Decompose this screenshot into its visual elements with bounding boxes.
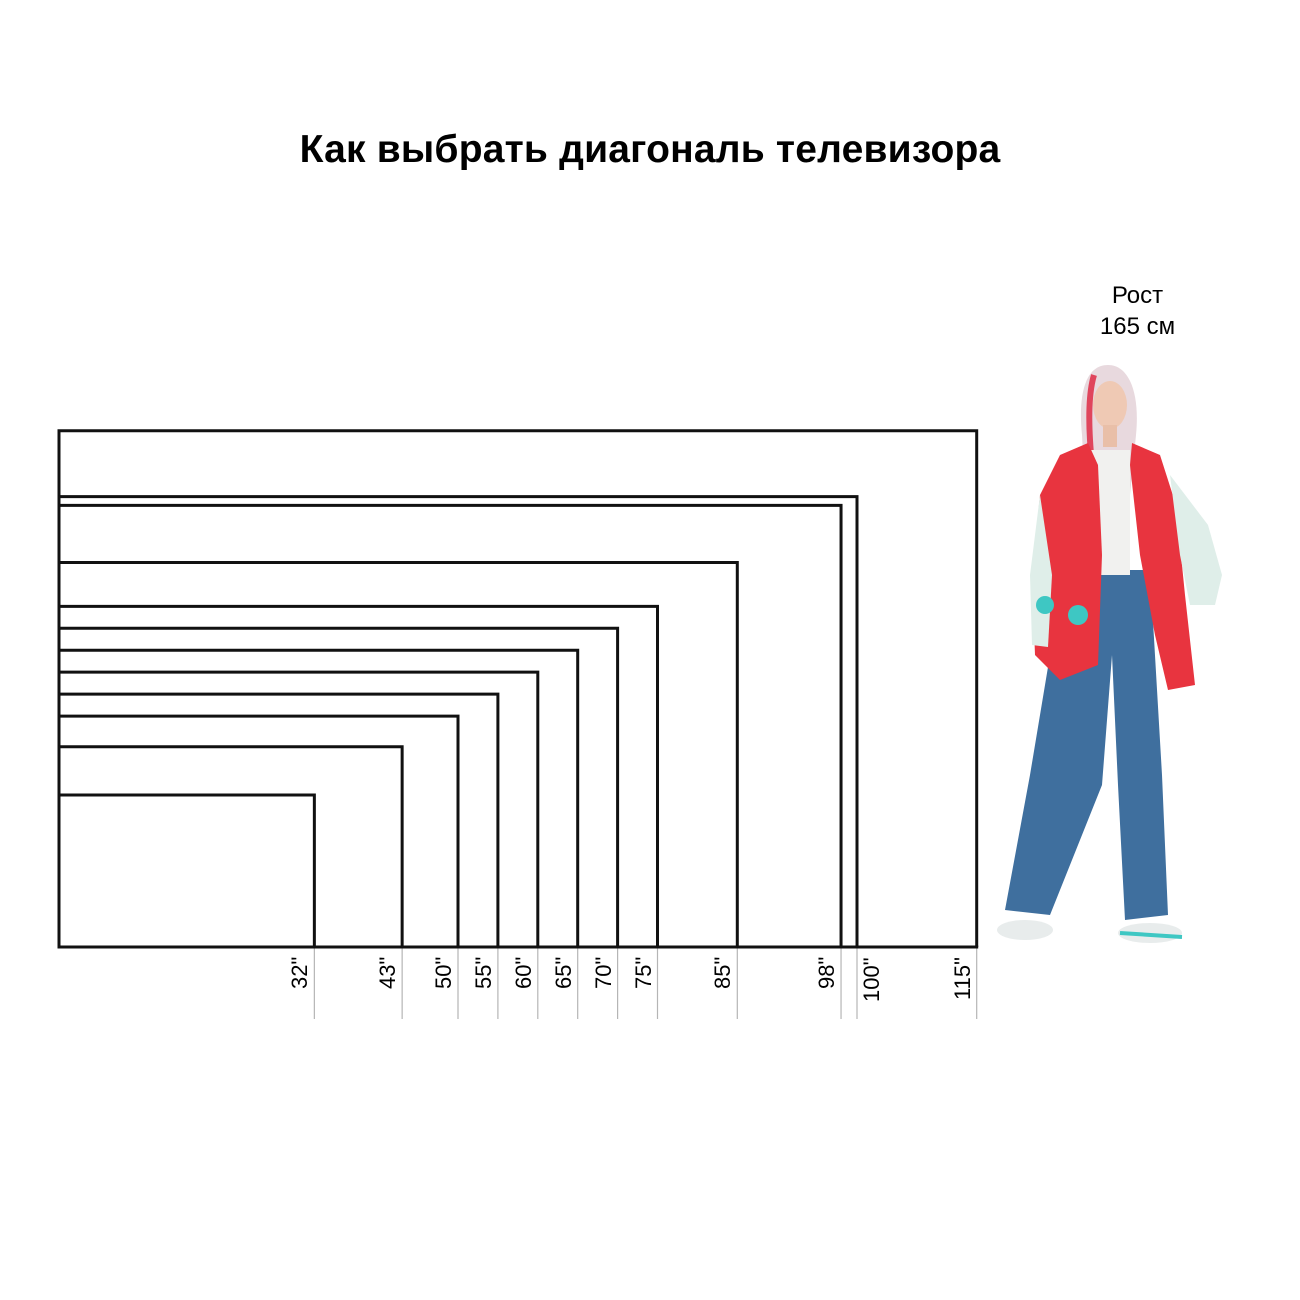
diagonal-label-55: 55" <box>470 957 496 990</box>
tv-outline-55 <box>57 692 500 947</box>
tv-outline-43 <box>57 745 404 947</box>
tv-outline-32 <box>57 793 316 947</box>
tv-outline-50 <box>57 714 460 947</box>
jeans <box>1005 570 1168 920</box>
shoe-left <box>997 920 1053 940</box>
diagonal-label-85: 85" <box>710 957 736 990</box>
tv-outline-60 <box>57 670 540 947</box>
tv-outline-98 <box>57 503 843 947</box>
diagonal-label-100: 100" <box>859 957 884 1002</box>
diagonal-label-43: 43" <box>375 957 401 990</box>
page-title: Как выбрать диагональ телевизора <box>299 128 1001 171</box>
height-label-line1: Рост <box>1111 282 1164 309</box>
person-height-label: Рост 165 см <box>1080 280 1195 342</box>
diagonal-label-75: 75" <box>630 957 656 990</box>
jacket-patch <box>1036 596 1054 614</box>
height-label-line2: 165 см <box>1099 313 1176 340</box>
face <box>1093 381 1127 429</box>
sleeve-right <box>1170 475 1222 605</box>
tv-outline-70 <box>57 626 620 947</box>
tv-outline-115 <box>57 429 979 947</box>
diagonal-label-65: 65" <box>550 957 576 990</box>
tv-outline-85 <box>57 560 739 947</box>
jacket-patch <box>1068 605 1088 625</box>
neck <box>1103 425 1117 447</box>
diagonal-label-32: 32" <box>287 957 313 990</box>
diagonal-label-60: 60" <box>510 957 536 990</box>
jacket-right <box>1130 443 1195 690</box>
person-figure <box>997 365 1222 943</box>
shoe-sole-accent <box>1119 931 1183 939</box>
diagonal-label-115: 115" <box>949 957 975 1000</box>
tv-outline-75 <box>57 604 659 947</box>
diagonal-label-70: 70" <box>590 957 616 990</box>
diagonal-label-50: 50" <box>431 957 456 990</box>
diagonal-label-98: 98" <box>814 957 840 990</box>
